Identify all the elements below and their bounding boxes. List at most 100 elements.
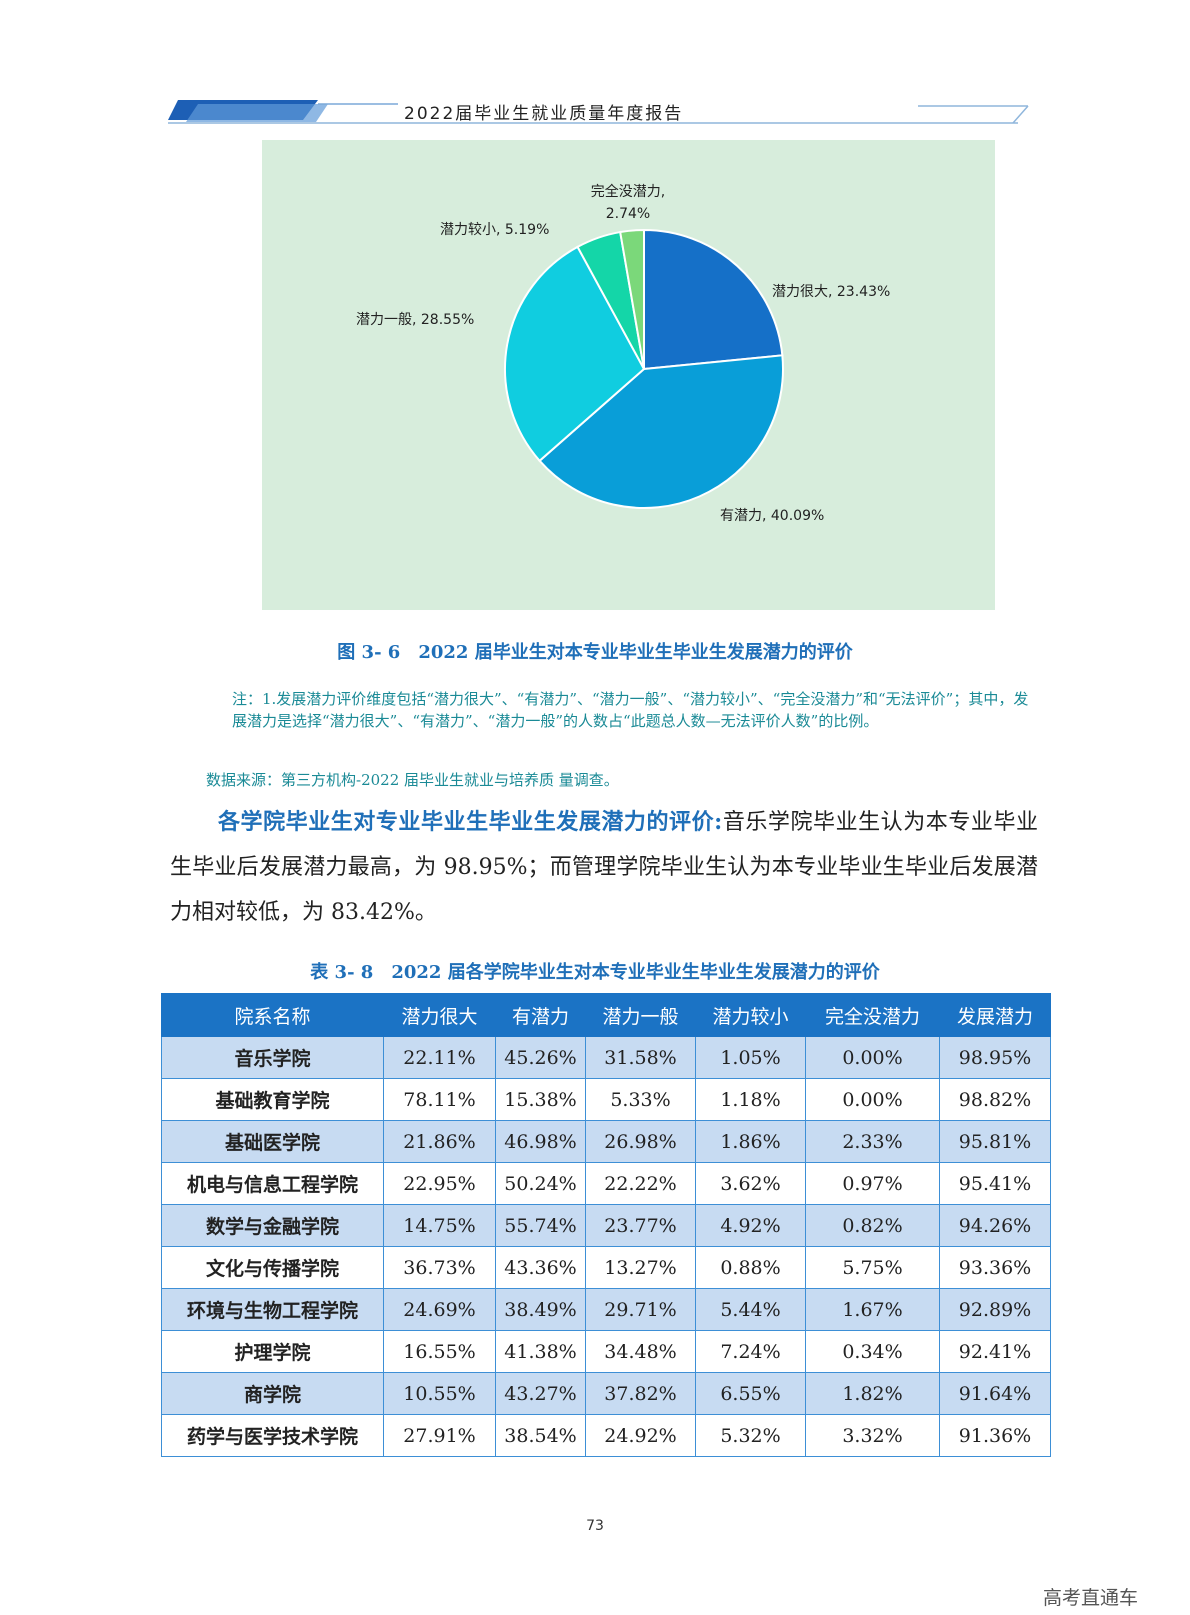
value-cell: 0.34%: [805, 1330, 940, 1373]
value-cell: 24.69%: [383, 1288, 496, 1331]
table-row: 数学与金融学院 14.75% 55.74% 23.77% 4.92% 0.82% 94.26…: [161, 1204, 1051, 1247]
value-cell: 43.27%: [495, 1372, 586, 1415]
value-cell: 23.77%: [585, 1204, 696, 1247]
table-row: 基础医学院 21.86% 46.98% 26.98% 1.86% 2.33% 95.81%: [161, 1120, 1051, 1163]
value-cell: 14.75%: [383, 1204, 496, 1247]
header-development: 发展潜力: [939, 993, 1051, 1037]
value-cell: 0.88%: [695, 1246, 806, 1289]
slice-has-potential: [538, 354, 784, 509]
value-cell: 22.22%: [585, 1162, 696, 1205]
college-name-cell: 文化与传播学院: [161, 1246, 384, 1289]
value-cell: 34.48%: [585, 1330, 696, 1373]
value-cell: 10.55%: [383, 1372, 496, 1415]
label-average: 潜力一般, 28.55%: [356, 312, 474, 328]
value-cell: 24.92%: [585, 1414, 696, 1457]
value-cell: 7.24%: [695, 1330, 806, 1373]
value-cell: 91.36%: [939, 1414, 1051, 1457]
label-none-value: 2.74%: [606, 206, 650, 222]
value-cell: 92.89%: [939, 1288, 1051, 1331]
value-cell: 55.74%: [495, 1204, 586, 1247]
value-cell: 1.86%: [695, 1120, 806, 1163]
value-cell: 1.18%: [695, 1078, 806, 1121]
value-cell: 41.38%: [495, 1330, 586, 1373]
value-cell: 3.62%: [695, 1162, 806, 1205]
value-cell: 4.92%: [695, 1204, 806, 1247]
table-row: 护理学院 16.55% 41.38% 34.48% 7.24% 0.34% 92.41%: [161, 1330, 1051, 1373]
header-low: 潜力较小: [695, 993, 806, 1037]
value-cell: 45.26%: [495, 1036, 586, 1079]
value-cell: 43.36%: [495, 1246, 586, 1289]
slice-average: [504, 245, 646, 463]
figure-note-text: 注：1.发展潜力评价维度包括“潜力很大”、“有潜力”、“潜力一般”、“潜力较小”…: [232, 690, 1029, 730]
value-cell: 1.05%: [695, 1036, 806, 1079]
header-college: 院系名称: [161, 993, 384, 1037]
paragraph-body: 音乐学院毕业生认为本专业毕业生毕业后发展潜力最高，为 98.95%；而管理学院毕…: [170, 810, 1038, 925]
header-corner: [1012, 105, 1029, 124]
header-title: 2022届毕业生就业质量年度报告: [404, 104, 684, 124]
value-cell: 27.91%: [383, 1414, 496, 1457]
value-cell: 38.49%: [495, 1288, 586, 1331]
value-cell: 46.98%: [495, 1120, 586, 1163]
label-has-potential: 有潜力, 40.09%: [720, 508, 824, 524]
value-cell: 5.75%: [805, 1246, 940, 1289]
college-name-cell: 音乐学院: [161, 1036, 384, 1079]
value-cell: 78.11%: [383, 1078, 496, 1121]
data-source: 数据来源：第三方机构-2022 届毕业生就业与培养质 量调查。: [206, 771, 619, 789]
header-very-high: 潜力很大: [383, 993, 496, 1037]
college-name-cell: 基础教育学院: [161, 1078, 384, 1121]
header-none: 完全没潜力: [805, 993, 940, 1037]
table-row: 环境与生物工程学院 24.69% 38.49% 29.71% 5.44% 1.67% 92.…: [161, 1288, 1051, 1331]
value-cell: 16.55%: [383, 1330, 496, 1373]
figure-caption: 图 3- 6 2022 届毕业生对本专业毕业生毕业生发展潜力的评价: [337, 642, 853, 663]
college-name-cell: 机电与信息工程学院: [161, 1162, 384, 1205]
value-cell: 21.86%: [383, 1120, 496, 1163]
value-cell: 95.41%: [939, 1162, 1051, 1205]
college-name-cell: 数学与金融学院: [161, 1204, 384, 1247]
table-row: 文化与传播学院 36.73% 43.36% 13.27% 0.88% 5.75% 93.36…: [161, 1246, 1051, 1289]
table-header-row: 院系名称 潜力很大 有潜力 潜力一般 潜力较小 完全没潜力 发展潜力: [161, 993, 1051, 1037]
value-cell: 0.00%: [805, 1036, 940, 1079]
header-banner: [168, 100, 1029, 124]
table-row: 基础教育学院 78.11% 15.38% 5.33% 1.18% 0.00% 98.82%: [161, 1078, 1051, 1121]
table-row: 机电与信息工程学院 22.95% 50.24% 22.22% 3.62% 0.97% 95.…: [161, 1162, 1051, 1205]
table-row: 音乐学院 22.11% 45.26% 31.58% 1.05% 0.00% 98.95%: [161, 1036, 1051, 1079]
table-caption: 表 3- 8 2022 届各学院毕业生对本专业毕业生毕业生发展潜力的评价: [310, 962, 880, 983]
slice-none: [619, 228, 645, 370]
value-cell: 91.64%: [939, 1372, 1051, 1415]
value-cell: 22.11%: [383, 1036, 496, 1079]
value-cell: 5.33%: [585, 1078, 696, 1121]
watermark: 高考直通车: [1043, 1587, 1139, 1609]
college-name-cell: 基础医学院: [161, 1120, 384, 1163]
value-cell: 0.97%: [805, 1162, 940, 1205]
pie-chart: 潜力很大, 23.43% 有潜力, 40.09% 潜力一般, 28.55% 潜力较小,…: [356, 183, 890, 524]
value-cell: 31.58%: [585, 1036, 696, 1079]
value-cell: 95.81%: [939, 1120, 1051, 1163]
header-average: 潜力一般: [585, 993, 696, 1037]
value-cell: 3.32%: [805, 1414, 940, 1457]
value-cell: 5.44%: [695, 1288, 806, 1331]
header-has-potential: 有潜力: [495, 993, 586, 1037]
figure-note: 注：1.发展潜力评价维度包括“潜力很大”、“有潜力”、“潜力一般”、“潜力较小”…: [170, 688, 1036, 732]
college-name-cell: 护理学院: [161, 1330, 384, 1373]
value-cell: 98.82%: [939, 1078, 1051, 1121]
value-cell: 26.98%: [585, 1120, 696, 1163]
value-cell: 1.82%: [805, 1372, 940, 1415]
label-none-name: 完全没潜力,: [591, 183, 665, 200]
slice-very-high: [643, 228, 784, 371]
value-cell: 2.33%: [805, 1120, 940, 1163]
college-name-cell: 环境与生物工程学院: [161, 1288, 384, 1331]
value-cell: 37.82%: [585, 1372, 696, 1415]
value-cell: 15.38%: [495, 1078, 586, 1121]
value-cell: 0.82%: [805, 1204, 940, 1247]
college-name-cell: 药学与医学技术学院: [161, 1414, 384, 1457]
value-cell: 5.32%: [695, 1414, 806, 1457]
label-low: 潜力较小, 5.19%: [440, 222, 549, 238]
header-stripe-light: [186, 104, 328, 122]
value-cell: 98.95%: [939, 1036, 1051, 1079]
value-cell: 92.41%: [939, 1330, 1051, 1373]
potential-table: 院系名称 潜力很大 有潜力 潜力一般 潜力较小 完全没潜力 发展潜力 音乐学院 2…: [161, 993, 1051, 1457]
value-cell: 22.95%: [383, 1162, 496, 1205]
value-cell: 50.24%: [495, 1162, 586, 1205]
table-row: 药学与医学技术学院 27.91% 38.54% 24.92% 5.32% 3.32% 91.…: [161, 1414, 1051, 1457]
value-cell: 29.71%: [585, 1288, 696, 1331]
